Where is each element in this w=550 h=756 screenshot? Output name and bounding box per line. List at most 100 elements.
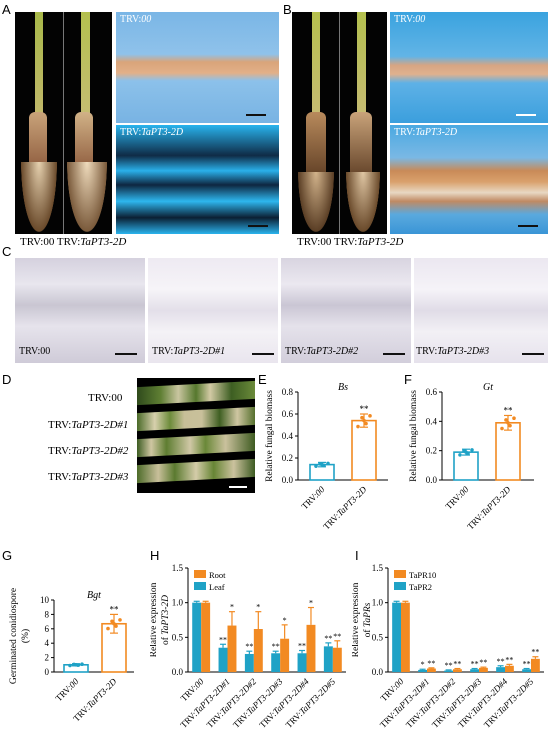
y-tick-label: 0.2	[426, 446, 437, 456]
bar	[401, 602, 410, 672]
chart-e: 0.0 0.2 0.4 0.6 0.8 Relative fungal biomass Bs…	[264, 382, 388, 532]
x-tick-label-gene: TaPT3-2D	[85, 676, 119, 710]
y-axis-label-gene: TaPRs	[363, 602, 373, 627]
y-tick-label: 1.0	[372, 598, 384, 608]
legend-swatch	[394, 570, 406, 578]
panel-label-e: E	[258, 372, 267, 387]
a-caption-trv: TRV:	[56, 236, 81, 248]
data-point	[360, 415, 364, 420]
panel-a-plant-photo	[15, 12, 112, 234]
y-tick-label: 0.2	[282, 453, 293, 463]
bar	[351, 419, 377, 481]
significance-mark: **	[245, 642, 253, 651]
data-point	[504, 418, 508, 422]
c4-rep: TaPT3-2D#3	[437, 346, 490, 357]
scale-bar	[522, 353, 544, 355]
data-point	[500, 426, 504, 431]
y-tick-label: 1.5	[372, 563, 384, 573]
b-caption-trv: TRV:	[333, 236, 358, 248]
bar	[427, 668, 436, 672]
y-axis-label-of: of	[160, 635, 171, 645]
c3-trv: TRV:	[285, 346, 307, 357]
bar	[505, 665, 514, 672]
y-tick-label: 0.6	[426, 387, 438, 397]
bar	[332, 647, 342, 672]
scale-bar	[383, 353, 405, 355]
panel-label-f: F	[404, 372, 412, 387]
d-label-rep3: TRV:TaPT3-2D#3	[48, 471, 128, 483]
bar	[392, 602, 401, 672]
y-axis-label: Relative fungal biomass	[264, 390, 275, 482]
data-point	[508, 423, 512, 428]
data-point	[106, 626, 110, 631]
d-label-trv00-text: TRV:00	[88, 392, 123, 404]
y-tick-label: 10	[40, 595, 50, 605]
panel-c-micrograph-trv00: TRV:00	[15, 258, 145, 363]
y-tick-label: 0.0	[172, 667, 184, 677]
panel-label-b: B	[283, 2, 292, 17]
x-tick-label: TRV:00	[443, 484, 470, 511]
significance-mark: **	[324, 634, 332, 643]
data-point	[118, 618, 122, 622]
bar	[306, 624, 316, 672]
d-label-rep2: TRV:TaPT3-2D#2	[48, 445, 128, 457]
x-tick-label: TRV:TaPT3-2D	[465, 484, 513, 532]
data-point	[320, 462, 324, 467]
chart-g: 0 2 4 6 8 10 Germinated conidiospore (%) Bgt TRV:…	[9, 588, 134, 724]
bar	[453, 451, 479, 481]
y-axis-label-line2: of TaPRs	[362, 602, 373, 637]
panel-label-g: G	[2, 548, 13, 563]
bar	[522, 669, 531, 672]
x-tick-label: TRV:TaPT3-2D#5	[284, 676, 338, 730]
significance-mark: **	[505, 655, 513, 664]
y-tick-label: 0.8	[282, 387, 294, 397]
d-label-rep2-gene: TaPT3-2D#2	[71, 445, 129, 457]
data-point	[356, 424, 360, 429]
y-tick-label: 0	[45, 667, 50, 677]
x-tick-label: TRV:TaPT3-2D	[321, 484, 369, 532]
x-tick-label: TRV:00	[53, 676, 80, 703]
b-bottom-trv: TRV:	[394, 127, 416, 138]
y-tick-label: 8	[45, 609, 50, 619]
significance-mark: *	[283, 616, 287, 625]
significance-mark: **	[453, 660, 461, 669]
bar	[244, 653, 254, 672]
y-tick-label: 0.4	[282, 431, 294, 441]
y-tick-label: 6	[45, 624, 50, 634]
y-tick-label: 4	[45, 638, 50, 648]
y-tick-label: 0.0	[426, 475, 438, 485]
d-label-rep3-gene: TaPT3-2D#3	[71, 471, 129, 483]
c4-trv: TRV:	[416, 346, 438, 357]
data-point	[368, 414, 372, 418]
y-axis-label-line2: (%)	[20, 629, 31, 643]
bar	[297, 653, 307, 672]
data-point	[458, 453, 462, 457]
significance-mark: **	[360, 404, 370, 414]
bar	[201, 602, 211, 672]
data-point	[464, 450, 468, 454]
data-point	[114, 624, 118, 628]
d-label-rep3-trv: TRV:	[48, 471, 72, 483]
panel-c-micrograph-rep1: TRV:TaPT3-2D#1	[148, 258, 278, 363]
y-tick-label: 1.5	[172, 563, 184, 573]
significance-mark: **	[479, 658, 487, 667]
legend-label: TaPR10	[409, 570, 436, 580]
scale-bar	[252, 353, 274, 355]
significance-mark: **	[272, 642, 280, 651]
chart-title: Gt	[483, 382, 493, 393]
y-axis-label: Germinated conidiospore (%)	[9, 588, 31, 684]
d-label-rep1-trv: TRV:	[48, 419, 72, 431]
scale-bar	[248, 225, 268, 227]
c2-trv: TRV:	[152, 346, 174, 357]
y-axis-label-line2: of TaPT3-2D	[160, 595, 171, 645]
data-point	[80, 662, 84, 667]
bar	[253, 629, 263, 672]
y-axis-label-line1: Relative expression	[352, 582, 361, 657]
data-point	[506, 421, 510, 425]
a-top-trv: TRV:	[120, 14, 142, 25]
bar	[271, 653, 281, 672]
data-point	[362, 418, 366, 423]
data-point	[470, 448, 474, 452]
